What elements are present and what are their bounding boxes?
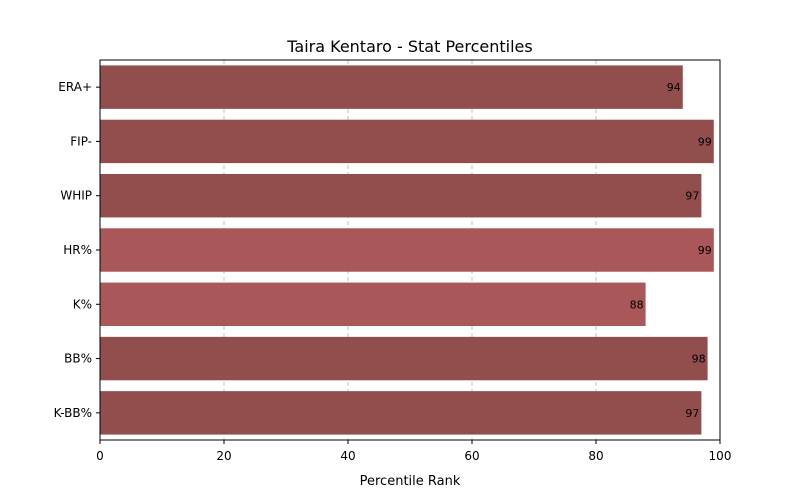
data-label: 97: [685, 190, 699, 203]
chart-title: Taira Kentaro - Stat Percentiles: [286, 37, 532, 56]
data-label: 98: [692, 353, 706, 366]
x-tick-label: 40: [340, 449, 355, 463]
data-label: 94: [667, 81, 681, 94]
x-tick-label: 100: [709, 449, 732, 463]
plot-frame: [99, 59, 721, 441]
bar-hr-: [100, 228, 714, 272]
axes: 0 20 40 60 80 100 ERA+ FIP- WHIP HR% K% BB% K-BB%: [54, 59, 732, 463]
bar-era-: [100, 65, 683, 109]
x-tick-label: 60: [464, 449, 479, 463]
y-tick-label: HR%: [63, 243, 92, 257]
y-tick-label: K-BB%: [54, 406, 92, 420]
data-labels: 94 99 97 99 88 98 97: [630, 81, 712, 420]
bar-fip-: [100, 119, 714, 164]
y-tick-label: FIP-: [70, 134, 92, 148]
bar-whip: [100, 174, 702, 218]
bars: [100, 65, 714, 435]
y-tick-label: ERA+: [58, 80, 92, 94]
data-label: 99: [698, 244, 712, 257]
x-tick-label: 20: [216, 449, 231, 463]
bar-k-: [100, 282, 646, 326]
bar-k-bb-: [100, 391, 702, 435]
y-tick-label: WHIP: [60, 189, 92, 203]
x-axis-label: Percentile Rank: [360, 474, 461, 489]
data-label: 99: [698, 135, 712, 148]
data-label: 97: [685, 407, 699, 420]
y-tick-label: BB%: [64, 352, 92, 366]
x-tick-label: 0: [96, 449, 104, 463]
bar-bb-: [100, 336, 708, 381]
data-label: 88: [630, 298, 644, 311]
y-tick-label: K%: [73, 297, 92, 311]
x-tick-label: 80: [588, 449, 603, 463]
